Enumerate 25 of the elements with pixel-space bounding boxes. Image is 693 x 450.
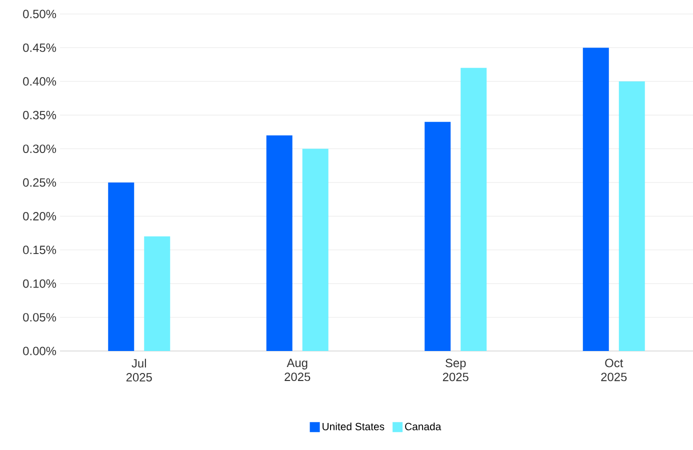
bar bbox=[144, 236, 170, 351]
bar bbox=[582, 48, 609, 351]
y-tick-label: 0.35% bbox=[23, 110, 56, 120]
bar bbox=[302, 148, 328, 351]
y-tick-label: 0.10% bbox=[23, 279, 56, 288]
bar bbox=[618, 81, 645, 351]
y-tick-label: 0.05% bbox=[23, 313, 56, 322]
bar bbox=[460, 68, 487, 351]
y-tick-label: 0.30% bbox=[23, 144, 56, 154]
bar bbox=[108, 182, 134, 351]
x-tick-label: Jul 2025 bbox=[126, 358, 152, 382]
y-tick-label: 0.40% bbox=[23, 77, 56, 86]
y-tick-label: 0.45% bbox=[23, 43, 56, 52]
bar bbox=[266, 135, 292, 351]
x-tick-label: Aug 2025 bbox=[284, 358, 310, 382]
y-tick-label: 0.15% bbox=[23, 246, 56, 254]
bar bbox=[424, 122, 451, 351]
legend-label: United States bbox=[322, 422, 384, 430]
y-tick-label: 0.20% bbox=[23, 212, 56, 220]
x-tick-label: Sep 2025 bbox=[442, 358, 468, 382]
x-tick-label: Oct 2025 bbox=[601, 358, 627, 382]
legend-label: Canada bbox=[405, 422, 442, 430]
y-tick-label: 0.00% bbox=[23, 346, 56, 356]
y-tick-label: 0.50% bbox=[23, 10, 56, 18]
y-tick-label: 0.25% bbox=[23, 178, 56, 187]
